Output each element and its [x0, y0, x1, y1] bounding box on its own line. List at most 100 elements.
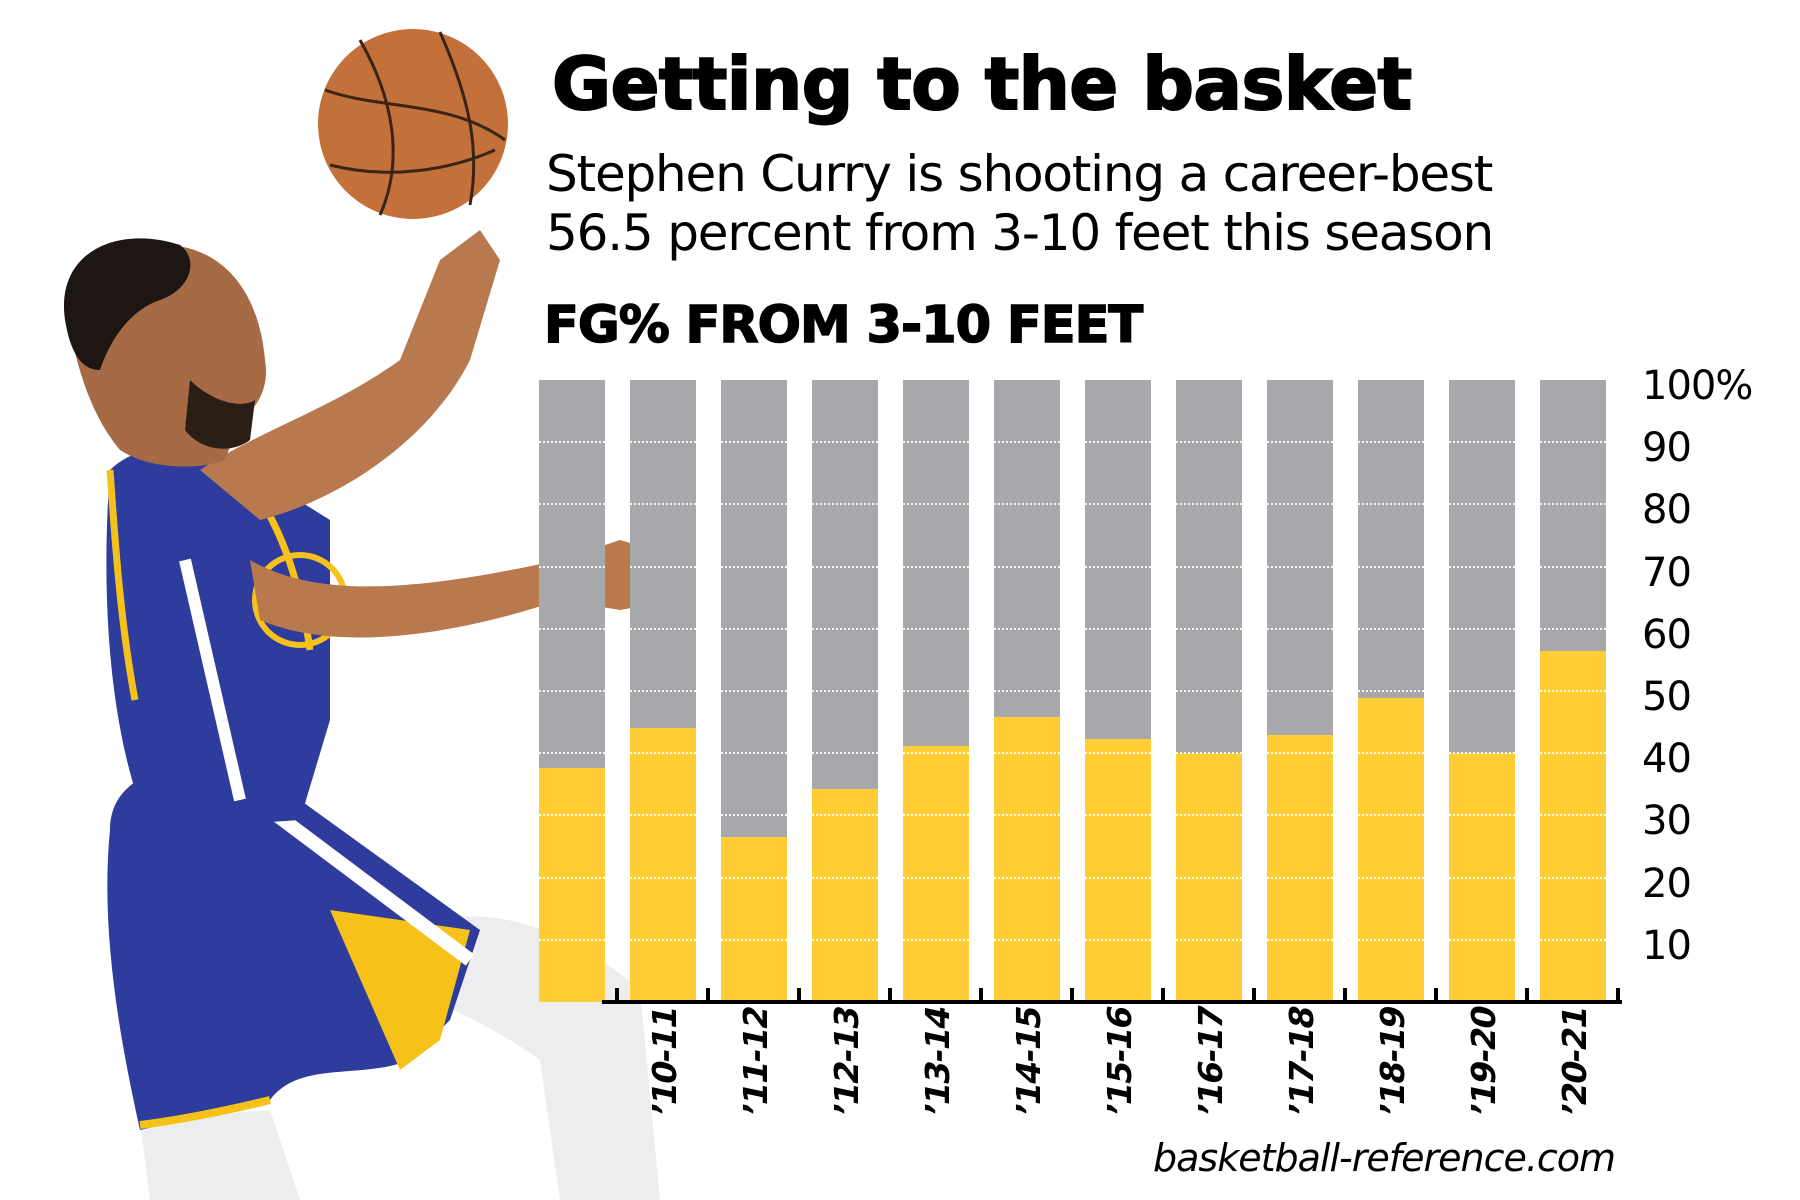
bar-8	[1267, 380, 1333, 1002]
gridline	[721, 690, 787, 692]
gridline	[1358, 690, 1424, 692]
gridline	[630, 441, 696, 444]
gridline	[1449, 565, 1515, 568]
bar-7	[1176, 380, 1242, 1002]
x-axis-label: ’12-13	[827, 1002, 866, 1121]
x-axis-tick	[1070, 988, 1074, 1002]
x-axis-tick	[888, 988, 892, 1002]
gridline	[1085, 503, 1151, 506]
gridline	[1085, 627, 1151, 630]
gridline	[812, 503, 878, 506]
y-axis-label: 10	[1642, 922, 1692, 969]
x-axis-label: ’18-19	[1373, 1002, 1412, 1121]
source-credit: basketball-reference.com	[1153, 1136, 1616, 1180]
gridline	[1176, 627, 1242, 630]
x-axis-tick	[1343, 988, 1347, 1002]
bar-fill-1	[630, 728, 696, 1002]
bar-fill-8	[1267, 735, 1333, 1002]
x-axis-tick	[797, 988, 801, 1002]
gridline	[1449, 627, 1515, 630]
x-axis-tick	[1161, 988, 1165, 1002]
bar-9	[1358, 380, 1424, 1002]
y-axis-label: 90	[1642, 425, 1692, 472]
bar-2	[721, 380, 787, 1002]
gridline	[1267, 565, 1333, 568]
gridline	[903, 503, 969, 506]
bar-6	[1085, 380, 1151, 1002]
gridline	[630, 690, 696, 692]
gridline	[812, 565, 878, 568]
bar-fill-10	[1449, 753, 1515, 1002]
gridline	[1085, 690, 1151, 692]
gridline	[994, 503, 1060, 506]
x-axis-tick	[1434, 988, 1438, 1002]
x-axis-tick	[706, 988, 710, 1002]
x-axis-label: ’17-18	[1282, 1002, 1321, 1121]
bar-fill-0	[539, 768, 605, 1002]
bar-fill-11	[1540, 650, 1606, 1002]
y-axis-label: 100%	[1642, 363, 1753, 409]
y-axis-label: 40	[1642, 736, 1692, 783]
subtitle-line-2: 56.5 percent from 3-10 feet this season	[546, 204, 1494, 262]
bar-fill-9	[1358, 697, 1424, 1002]
x-axis-label: ’19-20	[1464, 1002, 1503, 1121]
bar-1	[630, 380, 696, 1002]
gridline	[1540, 627, 1606, 630]
gridline	[721, 565, 787, 568]
bar-fill-3	[812, 788, 878, 1002]
gridline	[1267, 503, 1333, 506]
gridline	[994, 627, 1060, 630]
x-axis-label: ’11-12	[736, 1002, 775, 1121]
gridline	[1449, 690, 1515, 692]
gridline	[721, 503, 787, 506]
bar-0	[539, 380, 605, 1002]
x-axis-tick	[979, 988, 983, 1002]
bar-3	[812, 380, 878, 1002]
y-axis-label: 60	[1642, 611, 1692, 658]
chart-title: Getting to the basket	[551, 42, 1413, 126]
gridline	[1085, 441, 1151, 444]
gridline	[1267, 441, 1333, 444]
gridline	[630, 627, 696, 630]
gridline	[812, 690, 878, 692]
bar-5	[994, 380, 1060, 1002]
bar-4	[903, 380, 969, 1002]
gridline	[539, 752, 605, 755]
gridline	[539, 503, 605, 506]
gridline	[812, 752, 878, 755]
y-axis-label: 70	[1642, 549, 1692, 596]
bar-fill-5	[994, 716, 1060, 1002]
y-axis-label: 80	[1642, 487, 1692, 534]
chart-heading: FG% FROM 3-10 FEET	[543, 296, 1144, 355]
gridline	[994, 441, 1060, 444]
gridline	[539, 627, 605, 630]
gridline	[1449, 441, 1515, 444]
y-axis-label: 30	[1642, 798, 1692, 845]
x-axis-label: ’14-15	[1009, 1002, 1048, 1121]
gridline	[721, 814, 787, 817]
gridline	[1176, 441, 1242, 444]
gridline	[903, 690, 969, 692]
gridline	[1085, 565, 1151, 568]
gridline	[1176, 565, 1242, 568]
gridline	[630, 565, 696, 568]
gridline	[812, 627, 878, 630]
gridline	[539, 441, 605, 444]
gridline	[1540, 565, 1606, 568]
x-axis-label: ’10-11	[645, 1002, 684, 1121]
gridline	[903, 627, 969, 630]
gridline	[1358, 441, 1424, 444]
gridline	[1540, 503, 1606, 506]
bar-11	[1540, 380, 1606, 1002]
bar-10	[1449, 380, 1515, 1002]
gridline	[1267, 690, 1333, 692]
gridline	[1449, 503, 1515, 506]
bar-fill-7	[1176, 753, 1242, 1002]
gridline	[1267, 627, 1333, 630]
gridline	[721, 752, 787, 755]
gridline	[1540, 441, 1606, 444]
bar-chart-plot	[539, 380, 1619, 1002]
gridline	[1358, 627, 1424, 630]
gridline	[812, 441, 878, 444]
gridline	[539, 690, 605, 692]
